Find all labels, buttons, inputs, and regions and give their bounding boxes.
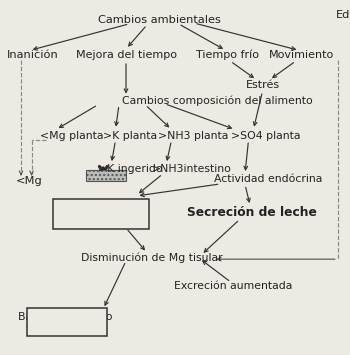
- Text: Cambios composición del alimento: Cambios composición del alimento: [122, 96, 313, 106]
- FancyBboxPatch shape: [27, 308, 107, 336]
- Text: Edad: Edad: [336, 10, 350, 20]
- Text: Mejora del tiempo: Mejora del tiempo: [76, 50, 176, 60]
- FancyBboxPatch shape: [52, 199, 149, 229]
- Text: >SO4 planta: >SO4 planta: [231, 131, 301, 141]
- Text: Disminuida: Disminuida: [61, 212, 138, 225]
- Text: >K planta: >K planta: [103, 131, 158, 141]
- Text: del Mg en LEC: del Mg en LEC: [26, 321, 104, 331]
- Text: <Mg planta: <Mg planta: [40, 131, 104, 141]
- Text: Movimiento: Movimiento: [268, 50, 334, 60]
- Text: >NH3intestino: >NH3intestino: [152, 164, 232, 174]
- Text: Cambios ambientales: Cambios ambientales: [98, 15, 221, 24]
- Text: Estrés: Estrés: [245, 80, 280, 90]
- Text: Tiempo frío: Tiempo frío: [196, 50, 259, 60]
- Text: Absorción: Absorción: [65, 203, 134, 216]
- Text: Actividad endócrina: Actividad endócrina: [214, 174, 323, 184]
- Bar: [86, 170, 126, 181]
- Text: >K ingerido: >K ingerido: [98, 164, 163, 174]
- Text: Balance negativo: Balance negativo: [18, 312, 112, 322]
- Text: Inanición: Inanición: [7, 50, 59, 60]
- Text: <Mg: <Mg: [16, 176, 42, 186]
- Text: Excreción aumentada: Excreción aumentada: [174, 281, 292, 291]
- Text: Disminución de Mg tisular: Disminución de Mg tisular: [82, 252, 223, 263]
- Text: >NH3 planta: >NH3 planta: [158, 131, 228, 141]
- Text: Secreción de leche: Secreción de leche: [187, 207, 317, 219]
